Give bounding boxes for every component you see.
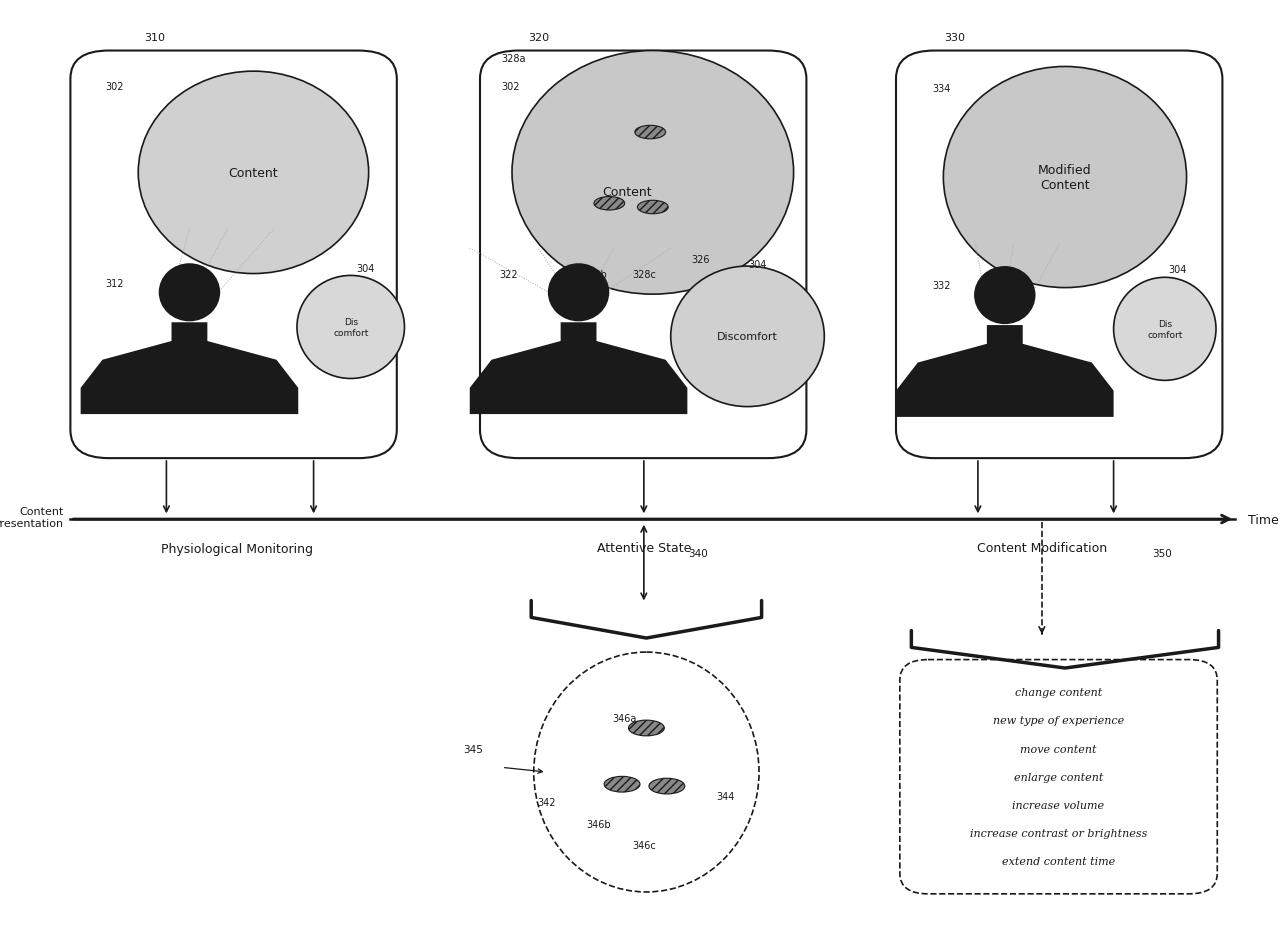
FancyBboxPatch shape (900, 660, 1217, 894)
Text: enlarge content: enlarge content (1014, 772, 1103, 782)
Ellipse shape (671, 267, 824, 407)
Text: 342: 342 (538, 797, 556, 808)
Text: Time: Time (1248, 513, 1279, 526)
Text: change content: change content (1015, 688, 1102, 697)
Ellipse shape (1114, 278, 1216, 381)
Text: 320: 320 (529, 33, 550, 43)
Ellipse shape (594, 197, 625, 211)
Text: 310: 310 (145, 33, 165, 43)
Text: 304: 304 (749, 260, 767, 271)
Text: new type of experience: new type of experience (993, 716, 1124, 725)
Text: Dis
comfort: Dis comfort (1147, 320, 1183, 339)
Text: move content: move content (1020, 744, 1097, 753)
Ellipse shape (974, 267, 1036, 325)
Text: 344: 344 (717, 791, 735, 801)
Polygon shape (896, 326, 1114, 417)
Text: 324: 324 (570, 300, 588, 310)
Polygon shape (81, 323, 298, 415)
FancyBboxPatch shape (70, 51, 397, 459)
Text: 326: 326 (691, 255, 709, 265)
Text: 346b: 346b (586, 819, 611, 829)
Ellipse shape (159, 264, 220, 322)
Text: Attentive State: Attentive State (596, 541, 691, 554)
Text: 312: 312 (105, 279, 123, 289)
Text: 328b: 328b (582, 270, 607, 280)
Text: 302: 302 (502, 82, 520, 93)
Text: 340: 340 (689, 548, 708, 559)
Text: Content Modification: Content Modification (977, 541, 1107, 554)
Ellipse shape (604, 777, 640, 792)
Text: 302: 302 (105, 82, 123, 93)
Text: 350: 350 (1152, 548, 1171, 559)
Text: 304: 304 (1169, 265, 1187, 275)
Ellipse shape (943, 67, 1187, 288)
Text: 334: 334 (932, 84, 950, 95)
Text: 328c: 328c (632, 270, 657, 280)
Text: 330: 330 (945, 33, 965, 43)
Text: 332: 332 (932, 281, 950, 291)
Ellipse shape (635, 126, 666, 139)
Text: Discomfort: Discomfort (717, 332, 778, 342)
Text: 345: 345 (463, 744, 484, 754)
Ellipse shape (637, 201, 668, 214)
Text: increase contrast or brightness: increase contrast or brightness (970, 828, 1147, 838)
Ellipse shape (628, 721, 664, 736)
Text: Physiological Monitoring: Physiological Monitoring (161, 543, 312, 556)
Text: 346c: 346c (632, 841, 655, 851)
Ellipse shape (512, 51, 794, 295)
Text: Dis
comfort: Dis comfort (333, 318, 369, 337)
Text: 304: 304 (356, 264, 374, 274)
Text: 346a: 346a (612, 713, 636, 724)
Text: Content: Content (229, 167, 278, 180)
Ellipse shape (534, 652, 759, 892)
Ellipse shape (138, 72, 369, 274)
Text: increase volume: increase volume (1012, 800, 1105, 810)
Ellipse shape (548, 264, 609, 322)
Text: extend content time: extend content time (1002, 856, 1115, 866)
FancyBboxPatch shape (480, 51, 806, 459)
Text: Modified
Content: Modified Content (1038, 164, 1092, 192)
Polygon shape (470, 323, 687, 415)
Text: 328a: 328a (502, 54, 526, 65)
Text: Content: Content (603, 185, 652, 198)
Ellipse shape (649, 779, 685, 794)
FancyBboxPatch shape (896, 51, 1222, 459)
Text: 322: 322 (499, 270, 518, 280)
Ellipse shape (297, 276, 404, 379)
Text: Content
Presentation: Content Presentation (0, 506, 64, 529)
